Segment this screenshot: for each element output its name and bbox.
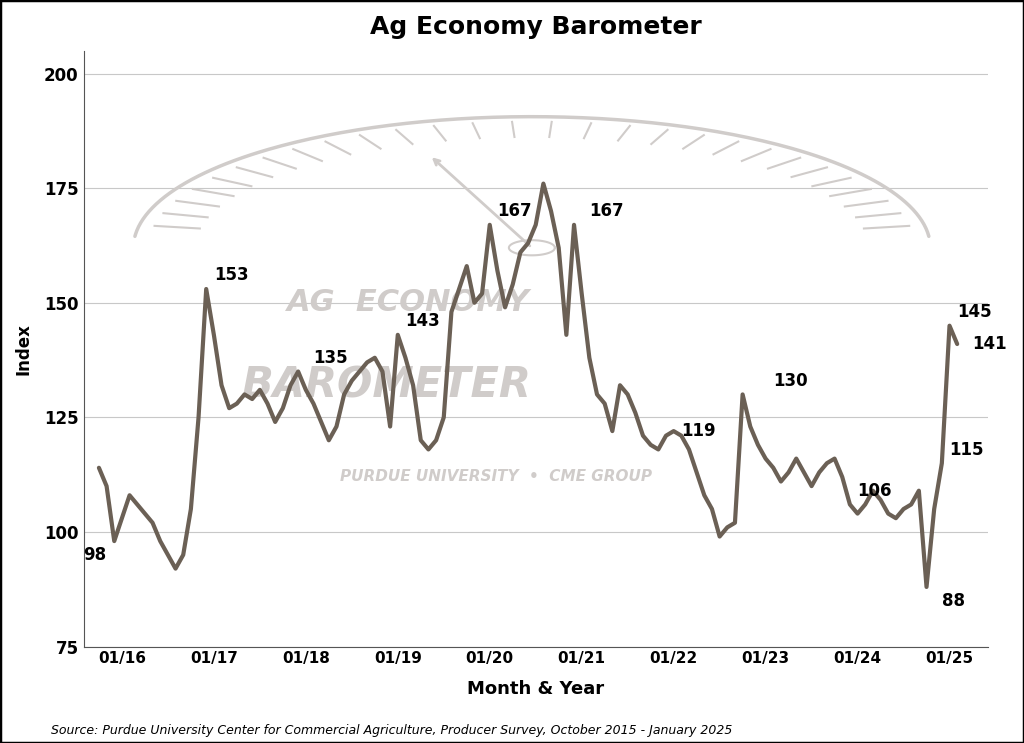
Text: 167: 167 [498,202,532,220]
Text: BAROMETER: BAROMETER [241,364,530,406]
Text: 145: 145 [957,303,992,321]
Text: 143: 143 [406,312,440,331]
Y-axis label: Index: Index [15,322,33,374]
Text: 106: 106 [857,482,892,500]
Text: PURDUE UNIVERSITY  •  CME GROUP: PURDUE UNIVERSITY • CME GROUP [340,470,652,484]
Text: 119: 119 [681,422,716,441]
Text: Source: Purdue University Center for Commercial Agriculture, Producer Survey, Oc: Source: Purdue University Center for Com… [51,724,732,737]
Text: 115: 115 [949,441,984,458]
Text: 153: 153 [214,267,249,285]
Text: 130: 130 [773,372,808,390]
Text: 88: 88 [942,591,965,609]
Text: 135: 135 [313,349,348,367]
Text: 167: 167 [590,202,624,220]
Text: AG  ECONOMY: AG ECONOMY [287,288,529,317]
X-axis label: Month & Year: Month & Year [467,681,604,698]
Title: Ag Economy Barometer: Ag Economy Barometer [370,15,701,39]
Text: 141: 141 [973,335,1008,353]
Text: 98: 98 [84,545,106,564]
